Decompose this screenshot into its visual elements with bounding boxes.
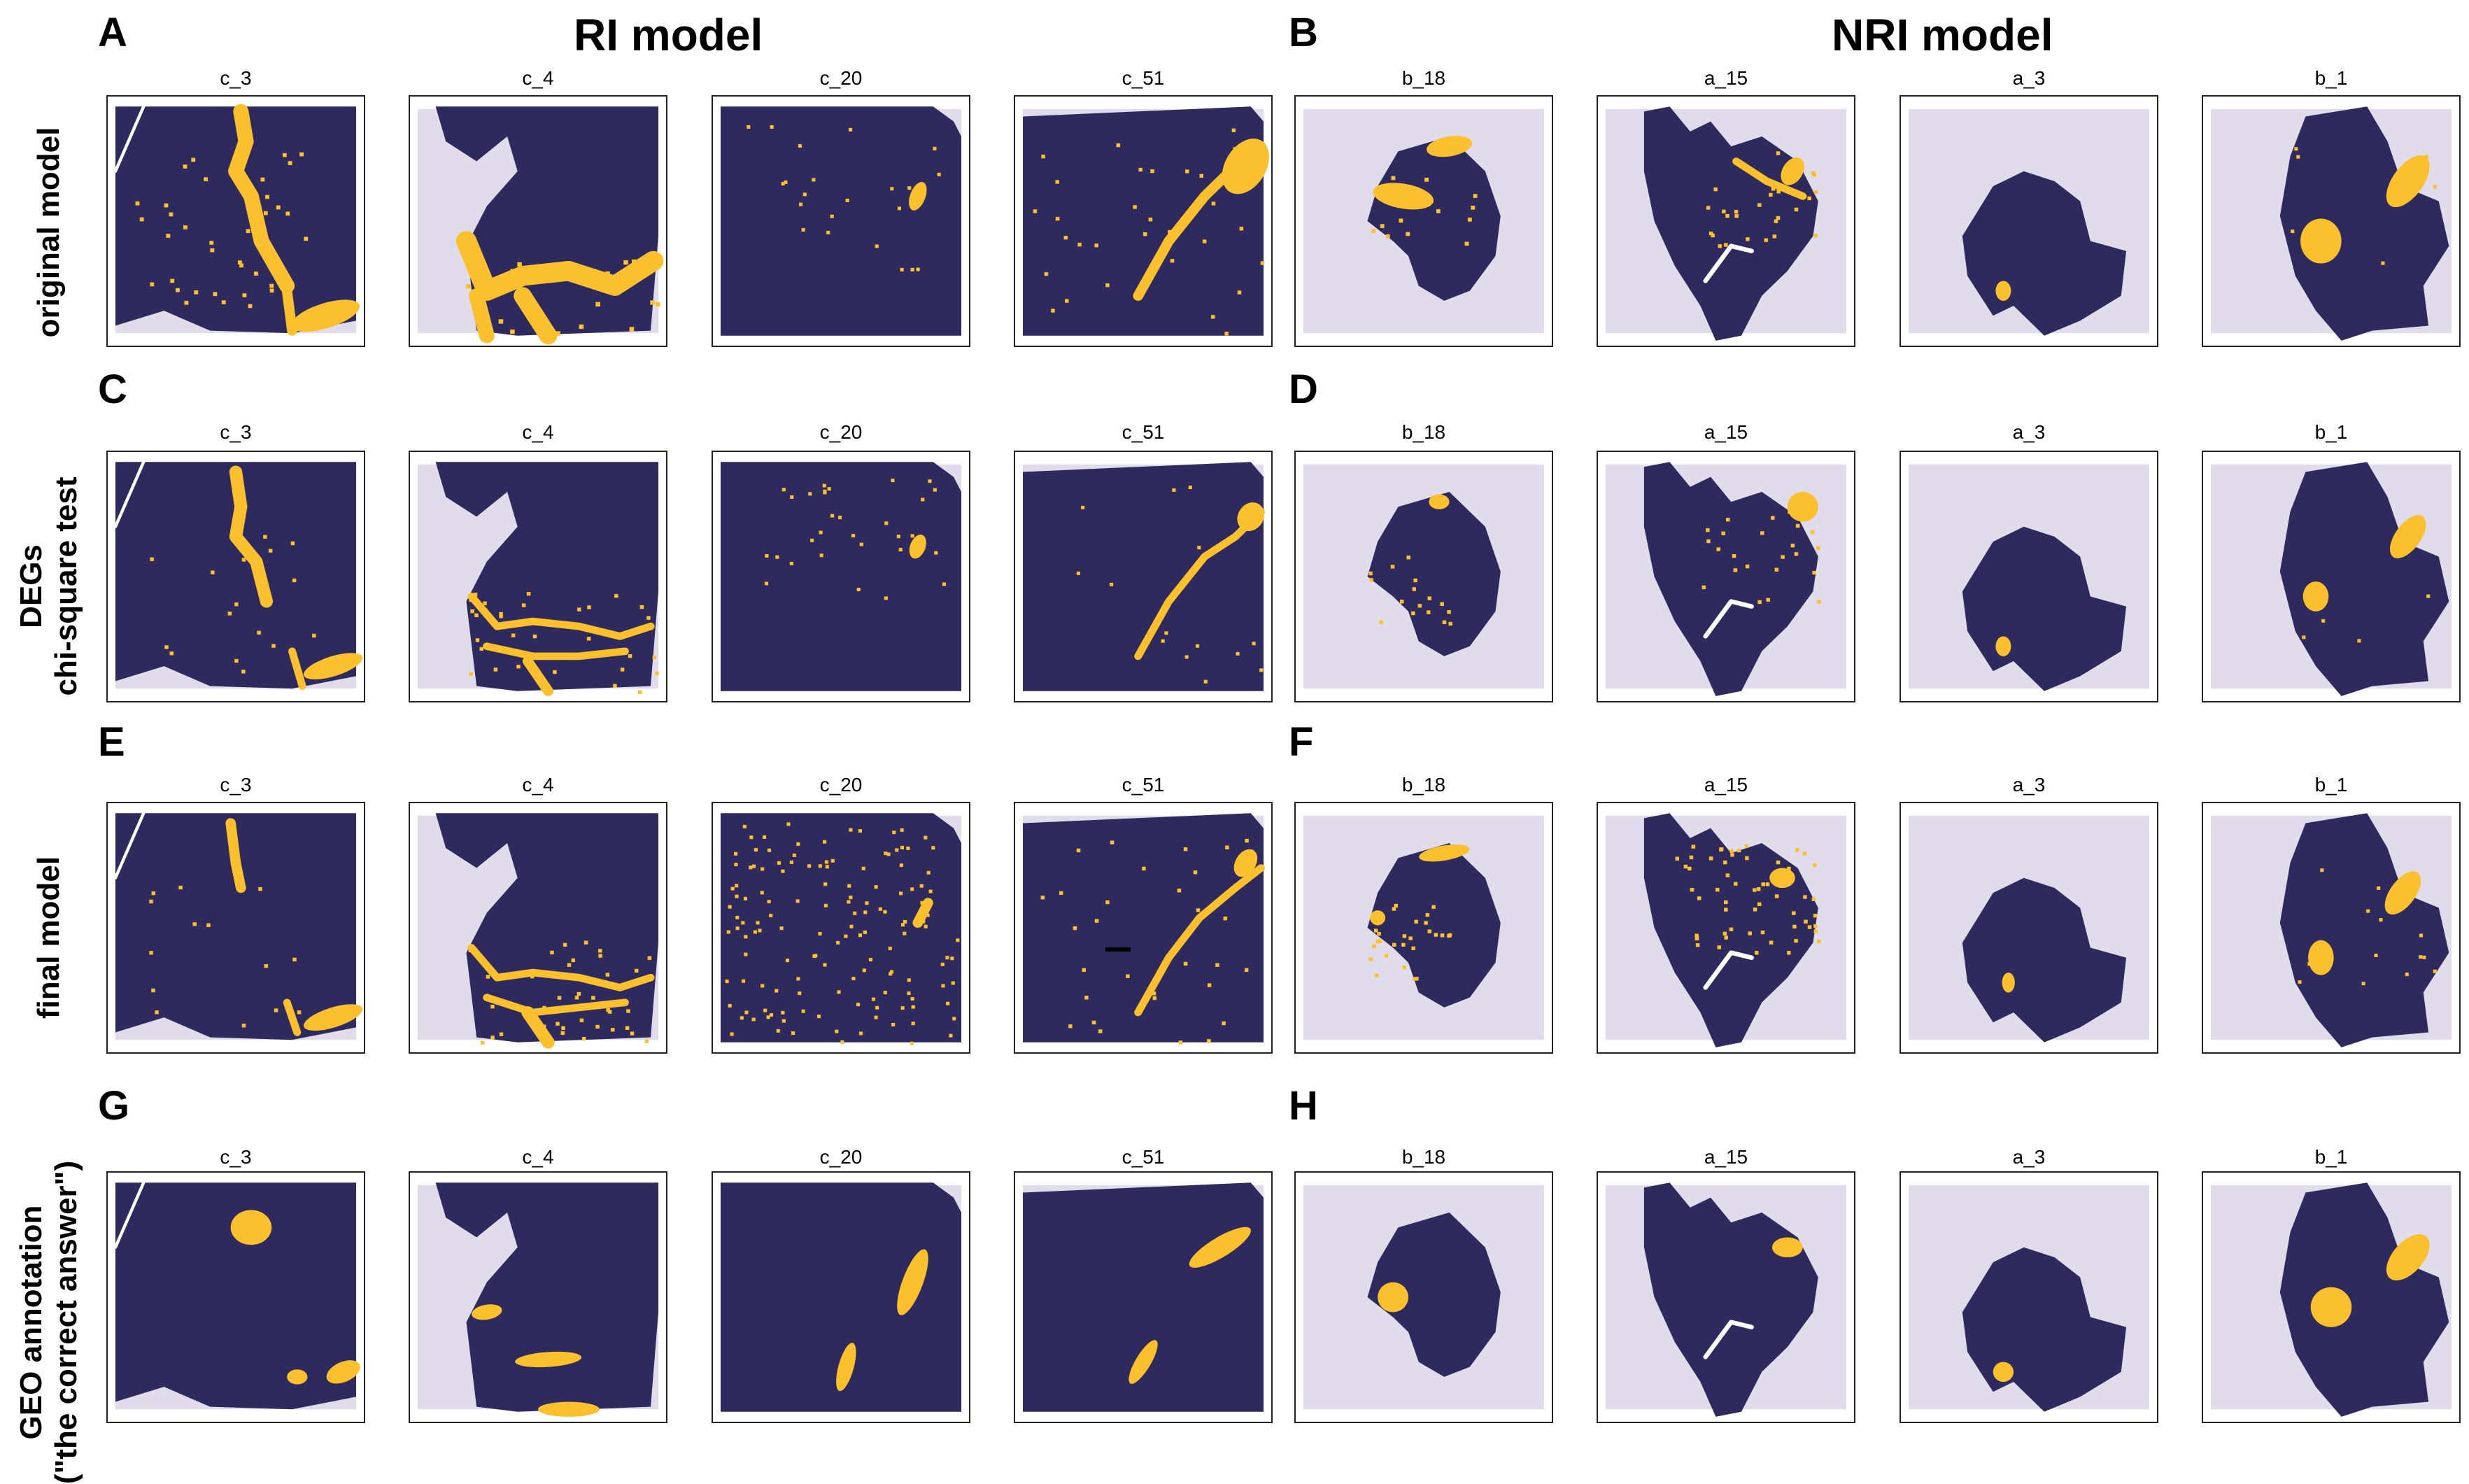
- spatial-map-a-15: [1597, 802, 1855, 1054]
- spatial-map-c-51: [1014, 1171, 1273, 1423]
- spatial-map-c-20: [712, 802, 970, 1054]
- row-label-line: chi-square test: [49, 476, 83, 696]
- spatial-map-c-4: [409, 802, 667, 1054]
- spatial-map-a-15: [1597, 95, 1855, 347]
- panel-letter-g: G: [98, 1083, 130, 1129]
- map-title-c-51: c_51: [1122, 421, 1165, 443]
- panel-letter-a: A: [98, 10, 127, 55]
- map-title-a-3: a_3: [2012, 774, 2046, 796]
- map-title-b-18: b_18: [1401, 774, 1446, 796]
- panel-letter-d: D: [1289, 367, 1318, 412]
- row-label-line: DEGs: [14, 544, 48, 628]
- left-group-title: RI model: [574, 10, 763, 60]
- spatial-map-a-3: [1899, 451, 2158, 702]
- map-title-c-20: c_20: [819, 1146, 863, 1168]
- map-title-c-4: c_4: [522, 774, 554, 796]
- map-title-c-3: c_3: [220, 774, 252, 796]
- spatial-map-c-3: [106, 95, 365, 347]
- spatial-map-b-1: [2202, 95, 2461, 347]
- map-title-c-51: c_51: [1122, 774, 1165, 796]
- spatial-map-a-15: [1597, 451, 1855, 702]
- map-title-c-4: c_4: [522, 67, 554, 89]
- map-title-b-18: b_18: [1401, 1146, 1446, 1168]
- map-title-c-20: c_20: [819, 67, 863, 89]
- spatial-map-b-1: [2202, 451, 2461, 702]
- spatial-map-b-18: [1294, 1171, 1553, 1423]
- map-title-a-15: a_15: [1704, 774, 1748, 796]
- spatial-map-a-3: [1899, 95, 2158, 347]
- spatial-map-c-51: [1014, 95, 1273, 347]
- spatial-map-c-4: [409, 451, 667, 702]
- map-title-c-3: c_3: [220, 67, 252, 89]
- spatial-map-a-3: [1899, 1171, 2158, 1423]
- spatial-map-c-3: [106, 1171, 365, 1423]
- spatial-map-c-4: [409, 95, 667, 347]
- map-title-c-4: c_4: [522, 421, 554, 443]
- map-title-c-51: c_51: [1122, 67, 1165, 89]
- map-title-a-15: a_15: [1704, 67, 1748, 89]
- spatial-map-b-1: [2202, 802, 2461, 1054]
- map-title-a-3: a_3: [2012, 67, 2046, 89]
- spatial-map-b-18: [1294, 95, 1553, 347]
- map-title-c-3: c_3: [220, 1146, 252, 1168]
- spatial-map-c-3: [106, 451, 365, 702]
- spatial-map-c-3: [106, 802, 365, 1054]
- scale-dash-mark: [1105, 947, 1131, 952]
- map-title-c-4: c_4: [522, 1146, 554, 1168]
- spatial-map-a-3: [1899, 802, 2158, 1054]
- map-title-b-1: b_1: [2314, 421, 2348, 443]
- right-group-title: NRI model: [1832, 10, 2053, 60]
- row-label-line: GEO annotation: [14, 1205, 48, 1440]
- spatial-map-a-15: [1597, 1171, 1855, 1423]
- panel-letter-h: H: [1289, 1083, 1318, 1129]
- map-title-b-1: b_1: [2314, 67, 2348, 89]
- map-title-a-3: a_3: [2012, 1146, 2046, 1168]
- map-title-a-3: a_3: [2012, 421, 2046, 443]
- spatial-map-b-1: [2202, 1171, 2461, 1423]
- spatial-map-b-18: [1294, 802, 1553, 1054]
- panel-letter-e: E: [98, 719, 125, 765]
- map-title-c-51: c_51: [1122, 1146, 1165, 1168]
- map-title-c-3: c_3: [220, 421, 252, 443]
- row-label-line: ("the correct answer"): [49, 1160, 83, 1484]
- spatial-map-c-20: [712, 1171, 970, 1423]
- map-title-a-15: a_15: [1704, 1146, 1748, 1168]
- map-title-b-18: b_18: [1401, 67, 1446, 89]
- spatial-map-c-51: [1014, 802, 1273, 1054]
- spatial-map-c-20: [712, 95, 970, 347]
- spatial-map-c-51: [1014, 451, 1273, 702]
- panel-letter-c: C: [98, 367, 127, 412]
- map-title-b-1: b_1: [2314, 1146, 2348, 1168]
- map-title-a-15: a_15: [1704, 421, 1748, 443]
- panel-letter-b: B: [1289, 10, 1318, 55]
- row-label-line: original model: [31, 127, 66, 338]
- map-title-b-1: b_1: [2314, 774, 2348, 796]
- map-title-c-20: c_20: [819, 421, 863, 443]
- spatial-map-b-18: [1294, 451, 1553, 702]
- spatial-map-c-4: [409, 1171, 667, 1423]
- panel-letter-f: F: [1289, 719, 1314, 765]
- map-title-b-18: b_18: [1401, 421, 1446, 443]
- map-title-c-20: c_20: [819, 774, 863, 796]
- row-label-line: final model: [31, 856, 66, 1019]
- spatial-map-c-20: [712, 451, 970, 702]
